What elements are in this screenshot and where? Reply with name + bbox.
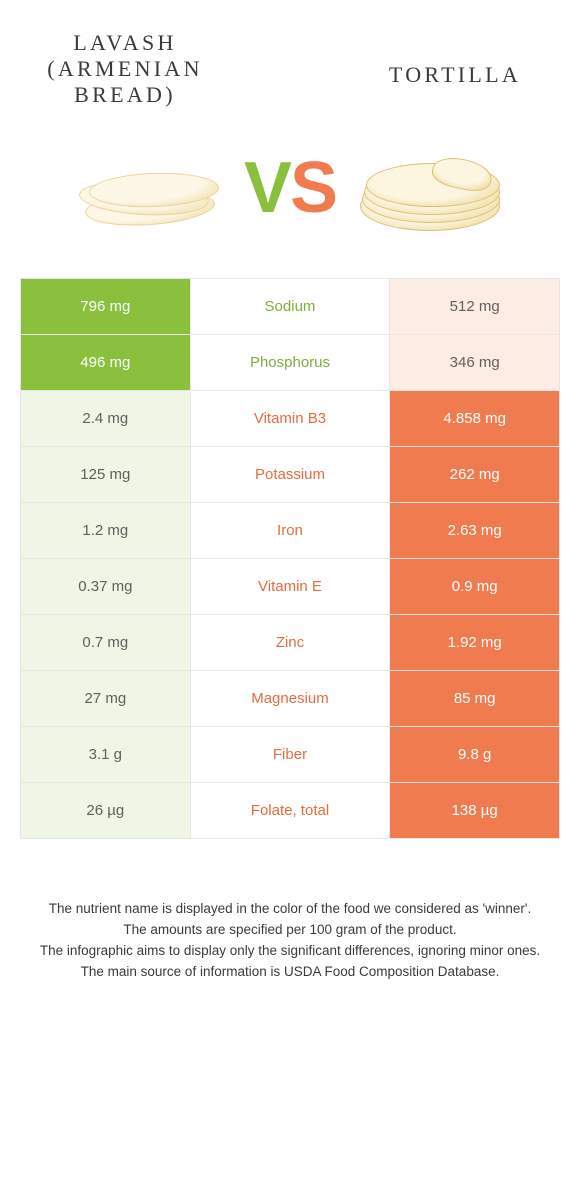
images-row: VS bbox=[0, 108, 580, 278]
footnote-1: The nutrient name is displayed in the co… bbox=[34, 899, 546, 920]
left-value: 3.1 g bbox=[21, 727, 191, 783]
nutrient-label: Potassium bbox=[190, 447, 390, 503]
nutrient-label: Vitamin B3 bbox=[190, 391, 390, 447]
right-value: 138 µg bbox=[390, 783, 560, 839]
lavash-image bbox=[64, 128, 234, 248]
left-value: 1.2 mg bbox=[21, 503, 191, 559]
right-title: TORTILLA bbox=[350, 30, 560, 88]
right-value: 85 mg bbox=[390, 671, 560, 727]
nutrient-label: Folate, total bbox=[190, 783, 390, 839]
left-value: 125 mg bbox=[21, 447, 191, 503]
tortilla-image bbox=[346, 128, 516, 248]
left-value: 0.37 mg bbox=[21, 559, 191, 615]
left-value: 27 mg bbox=[21, 671, 191, 727]
table-row: 1.2 mgIron2.63 mg bbox=[21, 503, 560, 559]
nutrient-label: Sodium bbox=[190, 279, 390, 335]
nutrient-label: Iron bbox=[190, 503, 390, 559]
nutrient-table: 796 mgSodium512 mg496 mgPhosphorus346 mg… bbox=[20, 278, 560, 839]
header: LAVASH (ARMENIAN BREAD) TORTILLA bbox=[0, 0, 580, 108]
left-title-line2: (ARMENIAN bbox=[20, 56, 230, 82]
footnote-4: The main source of information is USDA F… bbox=[34, 962, 546, 983]
footnote-2: The amounts are specified per 100 gram o… bbox=[34, 920, 546, 941]
table-row: 0.37 mgVitamin E0.9 mg bbox=[21, 559, 560, 615]
table-row: 796 mgSodium512 mg bbox=[21, 279, 560, 335]
right-title-text: TORTILLA bbox=[350, 62, 560, 88]
table-row: 496 mgPhosphorus346 mg bbox=[21, 335, 560, 391]
vs-v: V bbox=[244, 148, 290, 228]
left-value: 26 µg bbox=[21, 783, 191, 839]
table-row: 0.7 mgZinc1.92 mg bbox=[21, 615, 560, 671]
table-row: 26 µgFolate, total138 µg bbox=[21, 783, 560, 839]
nutrient-label: Fiber bbox=[190, 727, 390, 783]
right-value: 9.8 g bbox=[390, 727, 560, 783]
right-value: 4.858 mg bbox=[390, 391, 560, 447]
right-value: 262 mg bbox=[390, 447, 560, 503]
right-value: 2.63 mg bbox=[390, 503, 560, 559]
nutrient-label: Zinc bbox=[190, 615, 390, 671]
right-value: 0.9 mg bbox=[390, 559, 560, 615]
footnote-3: The infographic aims to display only the… bbox=[34, 941, 546, 962]
table-row: 27 mgMagnesium85 mg bbox=[21, 671, 560, 727]
table-row: 2.4 mgVitamin B34.858 mg bbox=[21, 391, 560, 447]
footnotes: The nutrient name is displayed in the co… bbox=[0, 839, 580, 983]
table-row: 3.1 gFiber9.8 g bbox=[21, 727, 560, 783]
nutrient-label: Magnesium bbox=[190, 671, 390, 727]
left-title-line1: LAVASH bbox=[20, 30, 230, 56]
right-value: 512 mg bbox=[390, 279, 560, 335]
left-title-line3: BREAD) bbox=[20, 82, 230, 108]
right-value: 346 mg bbox=[390, 335, 560, 391]
left-value: 796 mg bbox=[21, 279, 191, 335]
nutrient-label: Vitamin E bbox=[190, 559, 390, 615]
nutrient-label: Phosphorus bbox=[190, 335, 390, 391]
left-value: 496 mg bbox=[21, 335, 191, 391]
vs-s: S bbox=[290, 148, 336, 228]
left-value: 0.7 mg bbox=[21, 615, 191, 671]
vs-label: VS bbox=[244, 152, 336, 224]
left-value: 2.4 mg bbox=[21, 391, 191, 447]
left-title: LAVASH (ARMENIAN BREAD) bbox=[20, 30, 230, 108]
right-value: 1.92 mg bbox=[390, 615, 560, 671]
table-row: 125 mgPotassium262 mg bbox=[21, 447, 560, 503]
